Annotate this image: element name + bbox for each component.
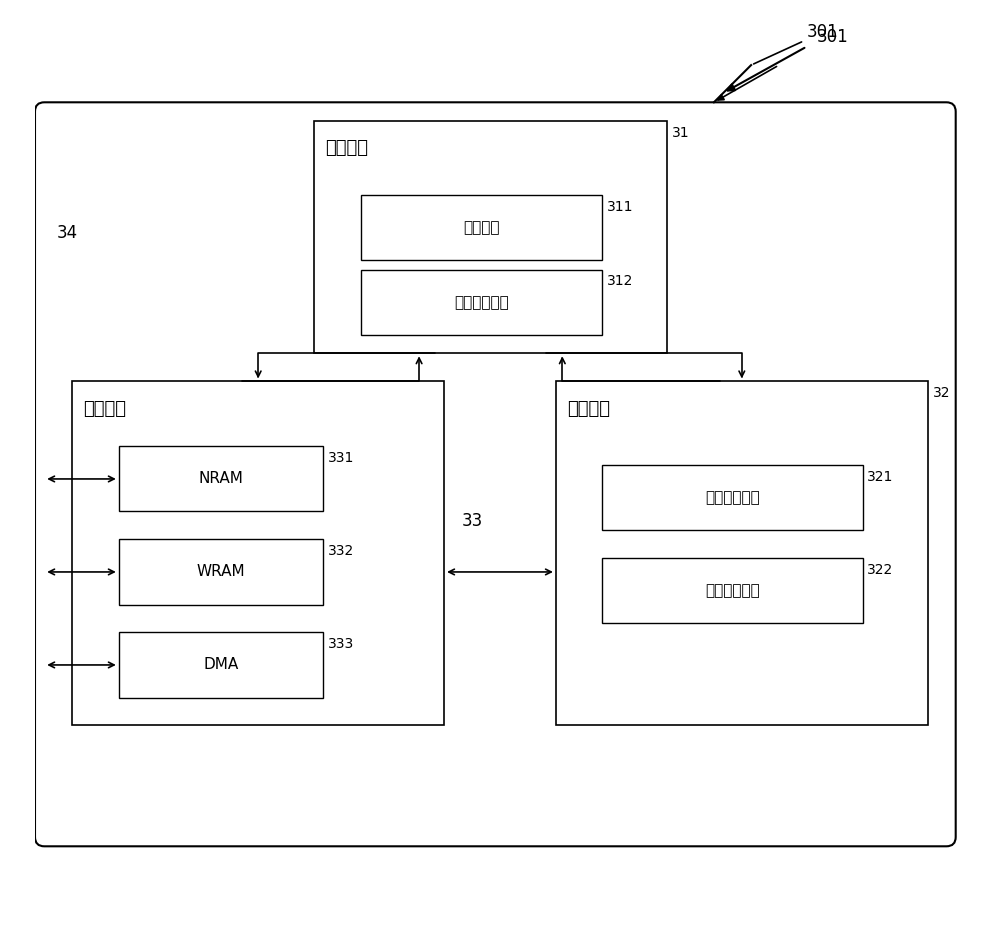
Text: 34: 34 (57, 223, 78, 242)
Text: 301: 301 (754, 23, 839, 64)
Text: 运算模块: 运算模块 (567, 400, 610, 418)
Text: 301: 301 (816, 28, 848, 46)
FancyBboxPatch shape (119, 632, 323, 698)
FancyBboxPatch shape (314, 121, 667, 353)
Text: DMA: DMA (203, 658, 239, 672)
Text: 取指单元: 取指单元 (463, 220, 500, 235)
Text: 333: 333 (328, 637, 354, 651)
FancyBboxPatch shape (602, 465, 863, 530)
Text: 存储模块: 存储模块 (83, 400, 126, 418)
Text: 33: 33 (461, 512, 483, 530)
Text: 311: 311 (607, 200, 633, 214)
FancyBboxPatch shape (72, 381, 444, 725)
Text: 312: 312 (607, 274, 633, 288)
FancyBboxPatch shape (35, 102, 956, 846)
Text: 控制模块: 控制模块 (325, 140, 368, 157)
Text: 指令译码单元: 指令译码单元 (454, 295, 509, 310)
Text: 321: 321 (867, 470, 894, 484)
FancyBboxPatch shape (360, 270, 602, 335)
FancyBboxPatch shape (556, 381, 928, 725)
Text: 矩阵运算单元: 矩阵运算单元 (705, 583, 760, 598)
FancyBboxPatch shape (360, 195, 602, 260)
Text: 331: 331 (328, 451, 354, 465)
FancyBboxPatch shape (119, 539, 323, 604)
Text: 32: 32 (932, 386, 950, 400)
Text: 332: 332 (328, 544, 354, 558)
Text: WRAM: WRAM (197, 565, 245, 579)
Text: NRAM: NRAM (199, 472, 243, 486)
FancyBboxPatch shape (602, 558, 863, 623)
Text: 322: 322 (867, 563, 894, 577)
Text: 31: 31 (672, 126, 690, 140)
FancyBboxPatch shape (119, 446, 323, 512)
Text: 向量运算单元: 向量运算单元 (705, 490, 760, 505)
